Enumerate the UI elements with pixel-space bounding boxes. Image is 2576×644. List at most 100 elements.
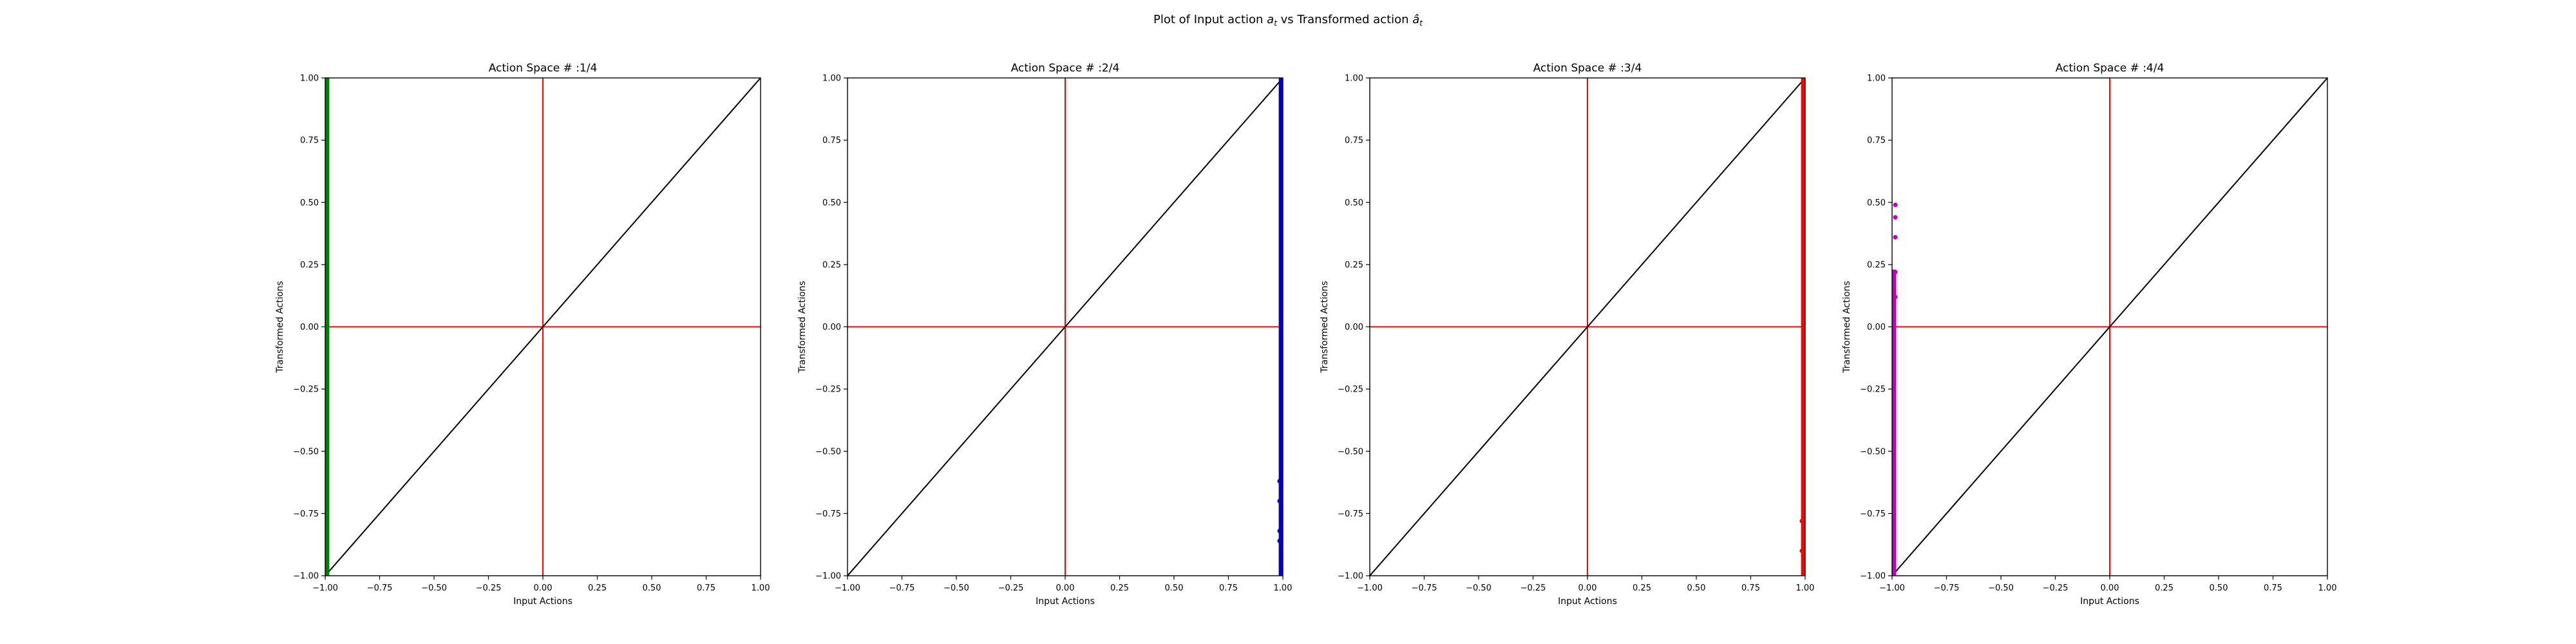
series-point <box>1799 518 1804 524</box>
x-tick-label: −1.00 <box>312 583 338 593</box>
y-tick-label: 1.00 <box>300 74 319 84</box>
y-tick-label: 0.50 <box>300 198 319 208</box>
y-tick-label: 0.00 <box>300 323 319 332</box>
y-tick-label: 0.00 <box>1867 323 1886 332</box>
identity-line <box>847 77 1283 576</box>
series-point <box>1893 202 1898 207</box>
y-tick-label: 0.50 <box>1867 198 1886 208</box>
x-tick-label: −1.00 <box>1357 583 1383 593</box>
y-tick-label: 1.00 <box>1345 74 1363 84</box>
x-tick-label: −0.25 <box>998 583 1024 593</box>
figure-suptitle: Plot of Input action at vs Transformed a… <box>1153 13 1423 28</box>
x-tick-label: 1.00 <box>2318 583 2337 593</box>
y-axis-label: Transformed Actions <box>275 281 285 374</box>
x-tick-label: −0.25 <box>1520 583 1546 593</box>
y-tick-label: 0.00 <box>1345 323 1363 332</box>
subplot-title: Action Space # :3/4 <box>1533 62 1642 75</box>
series-point <box>1893 234 1898 240</box>
y-tick-label: −1.00 <box>1338 572 1363 582</box>
series-point <box>1277 478 1282 484</box>
x-axis-label: Input Actions <box>2080 596 2139 607</box>
plot-frame <box>1369 77 1806 576</box>
x-tick-label: −0.50 <box>1988 583 2014 593</box>
plot-frame <box>847 77 1283 576</box>
y-tick-label: 0.25 <box>300 260 319 270</box>
x-tick-label: 0.75 <box>1219 583 1238 593</box>
y-tick-label: −0.75 <box>293 509 319 519</box>
x-tick-label: 0.00 <box>534 583 553 593</box>
x-axis-label: Input Actions <box>1036 596 1095 607</box>
subplot-4: Action Space # :4/4 −1.00 −0.75 −0.50 −0.25 0… <box>1842 62 2336 607</box>
y-tick-label: 0.25 <box>1345 260 1363 270</box>
x-tick-label: 1.00 <box>1796 583 1815 593</box>
x-tick-label: 0.50 <box>643 583 661 593</box>
suptitle-symbol-2-sub: t <box>1419 19 1423 28</box>
y-tick-label: −1.00 <box>1860 572 1886 582</box>
x-tick-label: −0.25 <box>476 583 502 593</box>
x-tick-label: 0.50 <box>1687 583 1706 593</box>
x-tick-label: 1.00 <box>1274 583 1293 593</box>
y-tick-label: −0.50 <box>1338 447 1363 457</box>
x-tick-label: −0.75 <box>367 583 393 593</box>
x-tick-label: 0.75 <box>1741 583 1760 593</box>
x-axis-label: Input Actions <box>1558 596 1617 607</box>
subplot-title: Action Space # :1/4 <box>489 62 598 75</box>
x-tick-label: 0.00 <box>1578 583 1597 593</box>
x-tick-label: 1.00 <box>752 583 770 593</box>
identity-line <box>325 77 761 576</box>
subplot-title: Action Space # :2/4 <box>1011 62 1120 75</box>
x-tick-label: 0.75 <box>697 583 715 593</box>
y-tick-label: −0.50 <box>293 447 319 457</box>
identity-line <box>1369 77 1806 576</box>
y-tick-label: −0.50 <box>815 447 841 457</box>
y-tick-label: −0.75 <box>1860 509 1886 519</box>
x-tick-label: −1.00 <box>1879 583 1905 593</box>
y-axis-label: Transformed Actions <box>797 281 808 374</box>
y-tick-label: −0.75 <box>815 509 841 519</box>
subplot-1: Action Space # :1/4 −1.00 −0.75 −0.50 −0.25 0… <box>275 62 770 607</box>
x-tick-label: −0.75 <box>889 583 915 593</box>
x-tick-label: 0.50 <box>2210 583 2228 593</box>
y-tick-label: −0.75 <box>1338 509 1363 519</box>
x-tick-label: 0.00 <box>1056 583 1075 593</box>
y-tick-label: −0.25 <box>1338 385 1363 395</box>
y-tick-label: 0.25 <box>822 260 841 270</box>
x-tick-label: −1.00 <box>835 583 860 593</box>
series-point <box>1799 548 1804 553</box>
y-tick-label: −1.00 <box>293 572 319 582</box>
x-tick-label: −0.75 <box>1412 583 1437 593</box>
y-tick-label: −0.25 <box>1860 385 1886 395</box>
series-point <box>1893 214 1898 220</box>
series-point <box>1893 269 1898 274</box>
y-axis-label: Transformed Actions <box>1320 281 1330 374</box>
series-point <box>1277 538 1282 544</box>
y-tick-label: 0.75 <box>1867 136 1886 146</box>
y-tick-label: −0.50 <box>1860 447 1886 457</box>
subplot-3: Action Space # :3/4 −1.00 −0.75 −0.50 −0.25 0… <box>1320 62 1814 607</box>
subplot-title: Action Space # :4/4 <box>2056 62 2164 75</box>
subplot-2: Action Space # :2/4 −1.00 −0.75 −0.50 −0.25 0… <box>797 62 1292 607</box>
x-tick-label: −0.25 <box>2043 583 2069 593</box>
y-tick-label: 0.75 <box>1345 136 1363 146</box>
suptitle-symbol-1-sub: t <box>1274 19 1278 28</box>
plot-frame <box>1891 77 2328 576</box>
x-tick-label: −0.75 <box>1934 583 1960 593</box>
y-tick-label: 0.00 <box>822 323 841 332</box>
suptitle-prefix: Plot of Input action <box>1153 13 1267 26</box>
x-tick-label: 0.25 <box>1633 583 1651 593</box>
y-tick-label: −1.00 <box>815 572 841 582</box>
suptitle-middle: vs Transformed action <box>1277 13 1412 26</box>
series-point <box>1277 498 1282 504</box>
series-point <box>1893 294 1898 299</box>
y-tick-label: 1.00 <box>822 74 841 84</box>
suptitle-symbol-1: a <box>1267 13 1274 26</box>
plot-frame <box>325 77 761 576</box>
y-axis-label: Transformed Actions <box>1842 281 1852 374</box>
x-tick-label: 0.00 <box>2101 583 2119 593</box>
y-tick-label: 1.00 <box>1867 74 1886 84</box>
x-tick-label: 0.75 <box>2264 583 2282 593</box>
y-tick-label: 0.75 <box>822 136 841 146</box>
y-tick-label: 0.25 <box>1867 260 1886 270</box>
